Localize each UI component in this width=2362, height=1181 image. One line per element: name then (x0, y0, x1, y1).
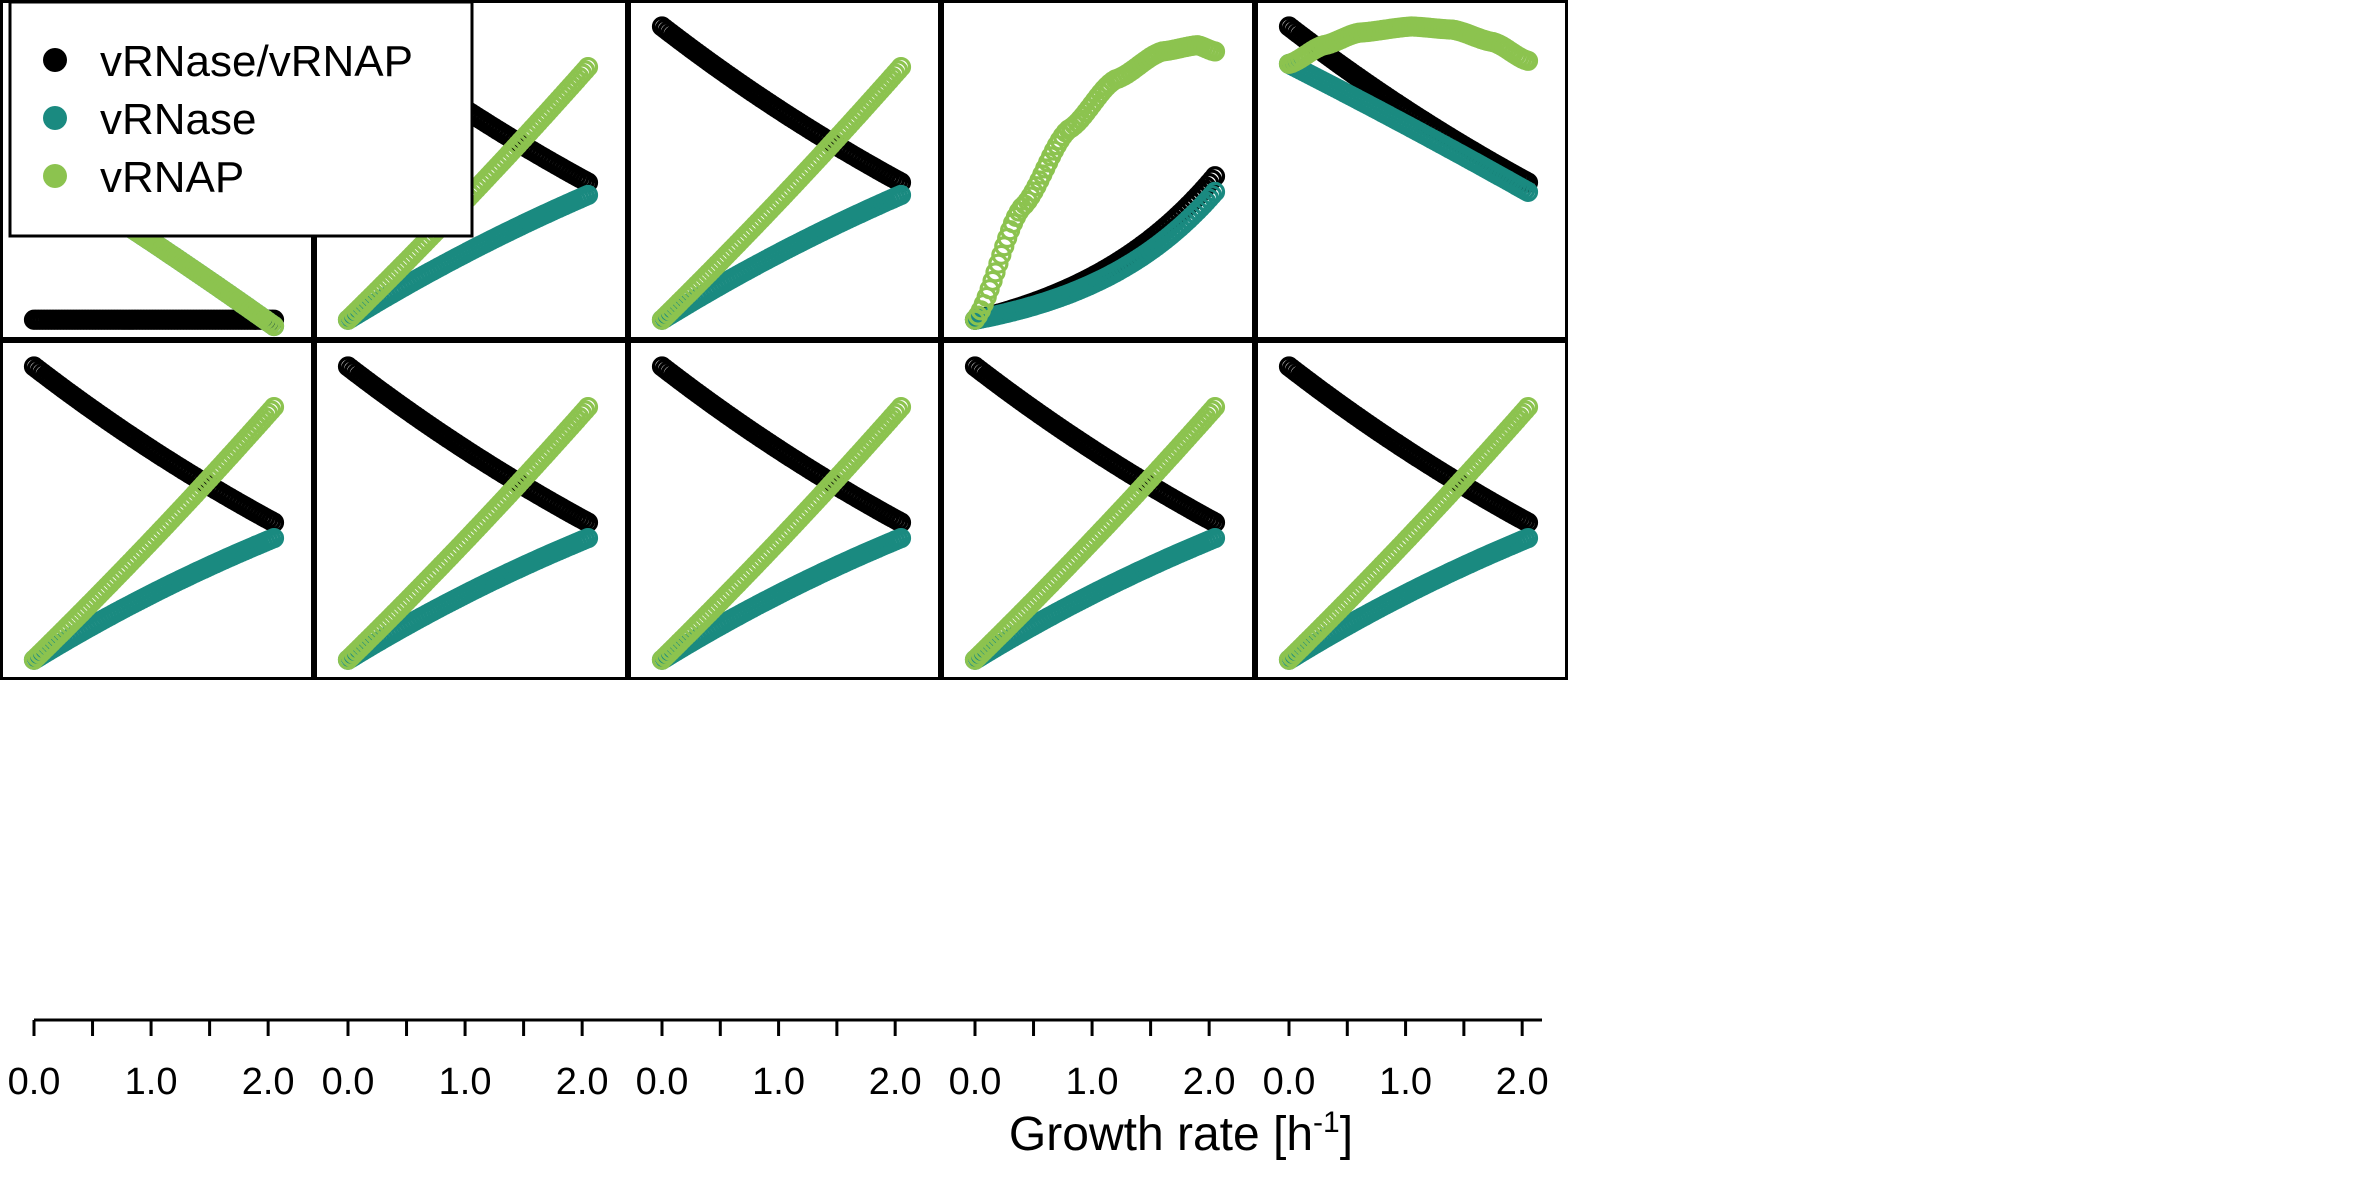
data-point (890, 56, 912, 78)
series-vrnap-panel-10 (1278, 396, 1539, 670)
x-tick-label: 1.0 (1066, 1061, 1119, 1103)
x-axis-title-main: Growth rate [h (1009, 1108, 1313, 1161)
data-point (887, 60, 909, 81)
data-point (577, 184, 599, 206)
series-vrnap-panel-9 (964, 396, 1226, 670)
x-tick-label: 2.0 (556, 1061, 609, 1103)
legend-marker-vrnase-vrnap (43, 48, 67, 72)
series-vrnap-panel-7 (337, 396, 599, 670)
data-point (890, 184, 912, 206)
data-point (985, 262, 1006, 283)
panel-10 (1255, 340, 1568, 680)
panel-frame (628, 0, 941, 340)
panel-8 (628, 340, 941, 680)
x-tick-label: 1.0 (752, 1061, 805, 1103)
panel-frame (628, 340, 941, 680)
x-tick-label: 2.0 (242, 1061, 295, 1103)
data-point (982, 270, 1003, 292)
series-vrnap-panel-3 (651, 56, 912, 330)
data-point (574, 60, 596, 81)
series-vrnase-panel-7 (337, 527, 599, 670)
data-point (263, 527, 285, 549)
x-tick-label: 0.0 (8, 1061, 61, 1103)
data-point (260, 400, 282, 421)
data-point (1517, 527, 1539, 549)
panel-frame (941, 340, 1255, 680)
data-point (1201, 185, 1223, 206)
data-point (991, 244, 1012, 265)
data-point (1201, 400, 1223, 421)
series-vrnap-panel-5 (1278, 16, 1539, 75)
data-point (1204, 527, 1226, 549)
x-tick-label: 0.0 (322, 1061, 375, 1103)
data-point (887, 400, 909, 421)
x-axis-title-close: ] (1340, 1108, 1353, 1161)
x-tick-label: 0.0 (1263, 1061, 1316, 1103)
x-tick-label: 0.0 (636, 1061, 689, 1103)
data-point (1517, 181, 1539, 202)
series-vrnase-panel-5 (1278, 53, 1539, 202)
x-axis-title-sup: -1 (1313, 1106, 1340, 1139)
data-point (577, 396, 599, 418)
legend-box (8, 0, 474, 238)
panel-frame (941, 0, 1255, 340)
panel-6 (0, 340, 314, 680)
x-tick-label: 1.0 (439, 1061, 492, 1103)
panel-5 (1255, 0, 1568, 340)
legend-label-vrnase-vrnap: vRNase/vRNAP (100, 37, 413, 86)
panel-frame (1255, 0, 1568, 340)
data-point (577, 527, 599, 549)
data-point (1517, 50, 1539, 71)
data-point (263, 315, 285, 337)
legend: vRNase/vRNAP vRNase vRNAP (8, 0, 474, 238)
series-vrnase-panel-2 (337, 184, 599, 330)
panel-4 (941, 0, 1255, 340)
legend-label-vrnap: vRNAP (100, 153, 244, 202)
x-tick-label: 1.0 (1379, 1061, 1432, 1103)
legend-marker-vrnap (43, 164, 67, 188)
data-point (890, 396, 912, 418)
x-tick-label: 2.0 (869, 1061, 922, 1103)
series-vrnase-vrnap-panel-8 (651, 356, 912, 533)
data-point (1204, 41, 1226, 62)
panel-3 (628, 0, 941, 340)
panel-frame (0, 340, 314, 680)
x-axis: 0.0 1.0 2.0 0.0 1.0 2.0 0.0 1.0 2.0 0.0 1.0 2.0 0.0 1… (8, 1018, 1549, 1103)
data-point (1204, 181, 1226, 202)
data-point (988, 253, 1009, 274)
x-tick-label: 2.0 (1183, 1061, 1236, 1103)
series-vrnase-vrnap-panel-3 (651, 16, 912, 193)
series-vrnase-panel-8 (651, 527, 912, 670)
series-vrnap-panel-4 (964, 35, 1226, 330)
legend-label-vrnase: vRNase (100, 95, 257, 144)
x-tick-label: 2.0 (1496, 1061, 1549, 1103)
data-point (263, 396, 285, 418)
panel-7 (314, 340, 628, 680)
series-vrnap-panel-6 (23, 396, 285, 670)
x-tick-label: 1.0 (125, 1061, 178, 1103)
data-point (577, 56, 599, 78)
series-vrnap-panel-8 (651, 396, 912, 670)
data-point (1517, 396, 1539, 418)
legend-marker-vrnase (43, 106, 67, 130)
x-axis-title: Growth rate [h-1] (1009, 1106, 1353, 1161)
data-point (574, 400, 596, 421)
x-tick-label: 0.0 (949, 1061, 1002, 1103)
panel-frame (1255, 340, 1568, 680)
data-point (1514, 400, 1536, 421)
panel-9 (941, 340, 1255, 680)
data-point (890, 527, 912, 549)
panel-frame (314, 340, 628, 680)
data-point (1204, 396, 1226, 418)
